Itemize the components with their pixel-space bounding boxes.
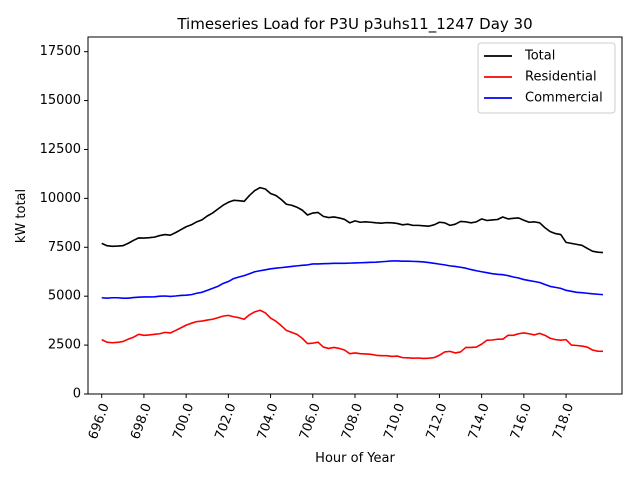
y-tick-label: 7500 [48,240,81,255]
x-tick-label: 706.0 [297,401,324,441]
x-tick-label: 698.0 [128,401,155,441]
y-tick-label: 15000 [40,93,81,108]
x-axis: 696.0 698.0 700.0 702.0 704.0 706.0 708.0 710.0… [86,394,577,442]
series-line-total [101,186,604,254]
legend-label-commercial: Commercial [525,91,603,106]
series-line-commercial [101,260,604,299]
x-tick-label: 708.0 [339,401,366,441]
legend-label-total: Total [524,49,555,64]
series-group [101,186,604,360]
x-tick-label: 718.0 [550,401,577,441]
y-tick-label: 5000 [48,289,81,304]
y-tick-label: 12500 [40,142,81,157]
x-tick-label: 704.0 [255,401,282,441]
x-tick-label: 702.0 [213,401,240,441]
x-axis-title: Hour of Year [315,451,395,466]
y-tick-label: 17500 [40,44,81,59]
y-axis: 0 2500 5000 7500 10000 12500 15000 17500 [40,44,88,402]
chart-title: Timeseries Load for P3U p3uhs11_1247 Day… [176,15,532,34]
x-tick-label: 716.0 [508,401,535,441]
x-tick-label: 712.0 [424,401,451,441]
legend-label-residential: Residential [525,70,597,85]
y-axis-title: kW total [14,189,29,243]
x-tick-label: 696.0 [86,401,113,441]
y-tick-label: 2500 [48,338,81,353]
legend-box [477,42,616,114]
series-line-residential [101,309,604,360]
x-tick-label: 710.0 [381,401,408,441]
x-tick-label: 700.0 [170,401,197,441]
y-tick-label: 0 [73,387,81,402]
legend: Total Residential Commercial [477,42,616,114]
y-tick-label: 10000 [40,191,81,206]
x-tick-label: 714.0 [466,401,493,441]
